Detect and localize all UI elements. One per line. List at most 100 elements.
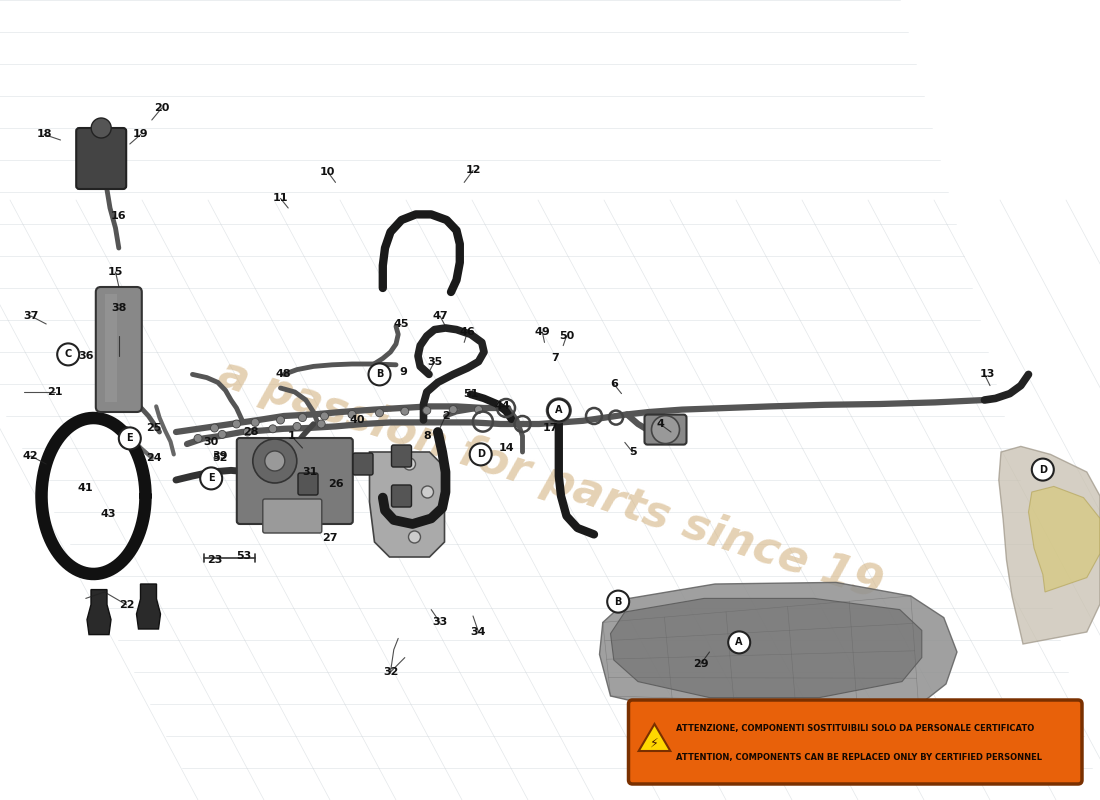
Text: 17: 17 <box>542 423 558 433</box>
Circle shape <box>421 486 433 498</box>
Circle shape <box>422 406 431 414</box>
Text: 44: 44 <box>495 402 510 411</box>
Text: a passion for parts since 19: a passion for parts since 19 <box>212 352 888 608</box>
FancyBboxPatch shape <box>109 294 113 402</box>
Circle shape <box>265 451 285 471</box>
Text: B: B <box>615 597 622 606</box>
Text: 46: 46 <box>460 327 475 337</box>
Circle shape <box>200 467 222 490</box>
Circle shape <box>268 425 277 433</box>
Circle shape <box>728 631 750 654</box>
Text: ATTENZIONE, COMPONENTI SOSTITUIBILI SOLO DA PERSONALE CERTIFICATO: ATTENZIONE, COMPONENTI SOSTITUIBILI SOLO… <box>676 724 1035 733</box>
Circle shape <box>375 409 384 417</box>
FancyBboxPatch shape <box>96 287 142 412</box>
Text: B: B <box>376 370 383 379</box>
Text: 7: 7 <box>551 353 560 362</box>
Polygon shape <box>999 446 1100 644</box>
Circle shape <box>232 420 241 428</box>
Text: D: D <box>1038 465 1047 474</box>
Text: 27: 27 <box>322 533 338 542</box>
Circle shape <box>320 412 329 420</box>
Circle shape <box>91 118 111 138</box>
Text: 3: 3 <box>844 715 850 725</box>
Circle shape <box>251 418 260 426</box>
FancyBboxPatch shape <box>104 294 109 402</box>
Text: 12: 12 <box>465 166 481 175</box>
Text: 33: 33 <box>432 618 448 627</box>
FancyBboxPatch shape <box>645 414 686 445</box>
Text: 49: 49 <box>535 327 550 337</box>
Circle shape <box>253 439 297 483</box>
Circle shape <box>474 406 483 414</box>
Circle shape <box>210 424 219 432</box>
Text: ⚡: ⚡ <box>650 737 659 750</box>
Circle shape <box>548 399 570 422</box>
Text: 36: 36 <box>78 351 94 361</box>
Circle shape <box>317 420 326 428</box>
Circle shape <box>449 406 458 414</box>
Text: 38: 38 <box>111 303 126 313</box>
FancyBboxPatch shape <box>76 128 126 189</box>
Polygon shape <box>639 724 670 751</box>
Circle shape <box>57 343 79 366</box>
Circle shape <box>194 434 202 442</box>
FancyBboxPatch shape <box>298 473 318 495</box>
Text: 26: 26 <box>328 479 343 489</box>
Circle shape <box>1032 458 1054 481</box>
Text: 29: 29 <box>693 659 708 669</box>
Text: 18: 18 <box>36 130 52 139</box>
Text: 41: 41 <box>78 483 94 493</box>
Text: 16: 16 <box>111 211 126 221</box>
Text: 24: 24 <box>146 454 162 463</box>
FancyBboxPatch shape <box>236 438 353 524</box>
Circle shape <box>607 590 629 613</box>
Text: 30: 30 <box>204 438 219 447</box>
Text: 21: 21 <box>47 387 63 397</box>
Circle shape <box>400 407 409 415</box>
FancyBboxPatch shape <box>113 294 117 402</box>
Circle shape <box>547 398 571 422</box>
Text: 37: 37 <box>23 311 38 321</box>
Text: 1: 1 <box>287 431 296 441</box>
Text: 19: 19 <box>133 130 148 139</box>
Text: 8: 8 <box>422 431 431 441</box>
Text: 9: 9 <box>399 367 408 377</box>
Text: 13: 13 <box>980 370 996 379</box>
Text: 51: 51 <box>463 390 478 399</box>
FancyBboxPatch shape <box>392 485 411 507</box>
Text: 4: 4 <box>656 419 664 429</box>
Text: E: E <box>208 474 214 483</box>
Circle shape <box>348 410 356 418</box>
Polygon shape <box>610 598 922 698</box>
Text: E: E <box>126 434 133 443</box>
Text: 39: 39 <box>212 451 228 461</box>
Polygon shape <box>370 452 444 557</box>
Circle shape <box>651 416 680 443</box>
Polygon shape <box>136 584 161 629</box>
Text: 2: 2 <box>441 411 450 421</box>
Text: 50: 50 <box>559 331 574 341</box>
Circle shape <box>408 531 420 543</box>
Circle shape <box>119 427 141 450</box>
Text: 42: 42 <box>23 451 38 461</box>
Text: 10: 10 <box>320 167 336 177</box>
Text: 35: 35 <box>427 357 442 366</box>
Polygon shape <box>600 582 957 720</box>
Circle shape <box>243 428 252 436</box>
Text: 28: 28 <box>243 427 258 437</box>
Text: ATTENTION, COMPONENTS CAN BE REPLACED ONLY BY CERTIFIED PERSONNEL: ATTENTION, COMPONENTS CAN BE REPLACED ON… <box>676 753 1043 762</box>
Text: 31: 31 <box>302 467 318 477</box>
Text: 22: 22 <box>119 600 134 610</box>
Polygon shape <box>1028 486 1100 592</box>
Text: 32: 32 <box>383 667 398 677</box>
Text: A: A <box>556 406 562 415</box>
FancyBboxPatch shape <box>353 453 373 475</box>
Text: 25: 25 <box>146 423 162 433</box>
Text: 15: 15 <box>108 267 123 277</box>
Text: 6: 6 <box>609 379 618 389</box>
Text: 45: 45 <box>394 319 409 329</box>
FancyBboxPatch shape <box>392 445 411 467</box>
Text: 48: 48 <box>276 370 292 379</box>
Text: A: A <box>736 638 743 647</box>
Circle shape <box>218 430 227 438</box>
